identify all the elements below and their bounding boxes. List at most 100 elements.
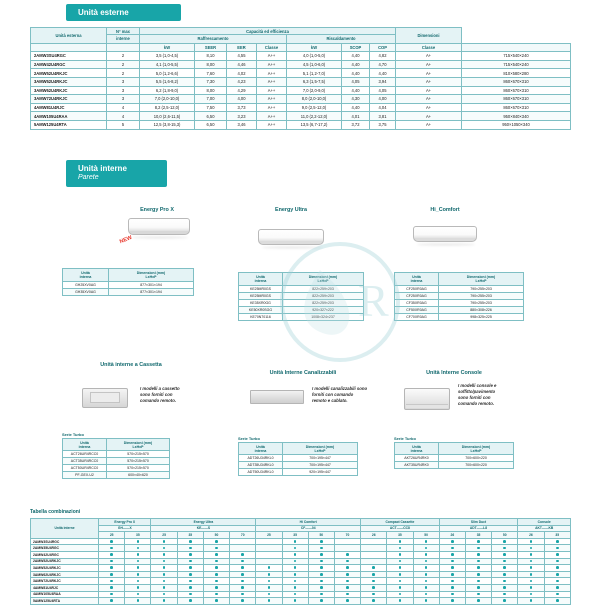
table-row: 4AMW81U4RJC — [29, 583, 572, 592]
th-eer: EER — [226, 42, 257, 53]
compatible-dot-icon — [424, 539, 428, 543]
comb-cell — [98, 537, 126, 546]
th-unita-interne: Unità interne — [29, 518, 100, 539]
outdoor-cell: 5 — [106, 119, 140, 130]
unit-vane-3 — [415, 238, 475, 241]
outdoor-cell: A+ — [395, 51, 462, 61]
comb-cell — [333, 564, 362, 572]
compatible-dot-icon — [398, 553, 402, 556]
compatible-dot-icon — [320, 566, 323, 569]
comb-cell — [543, 544, 572, 552]
compatible-dot-icon — [529, 586, 533, 589]
comb-cell — [255, 544, 283, 552]
th-group-code: CF——04 — [255, 524, 362, 533]
table-header-row-2: GH——X KE——S CF——04 ACT——CC8 ADT——L8 AKT——KB — [31, 524, 571, 533]
compatible-dot-icon — [503, 586, 507, 589]
table-row: KE70N70116 1008×324×237 — [238, 313, 364, 321]
compatible-dot-icon — [372, 572, 375, 576]
comb-cell — [150, 550, 178, 559]
comb-cell — [229, 590, 257, 599]
compatible-dot-icon — [555, 579, 559, 583]
outdoor-cell: 860×670×310 — [461, 102, 571, 113]
comb-model: 2AMW52U4RKJC — [29, 557, 100, 566]
compatible-dot-icon — [320, 572, 323, 576]
table-row: ADT50U34RKL0 920×195×447 — [238, 468, 358, 476]
table-row: ACT50UR4RCC0 570×215×570 — [62, 464, 170, 472]
comb-model: 4AMW81U4RJC — [29, 583, 100, 592]
comb-cell — [281, 570, 309, 579]
th-size: 35 — [281, 531, 309, 539]
comb-cell — [255, 583, 283, 592]
comb-cell — [281, 544, 309, 552]
comb-cell — [202, 583, 231, 592]
compatible-dot-icon — [424, 572, 428, 576]
outdoor-cell: 4,40 — [369, 68, 396, 78]
outdoor-cell: 3,23 — [226, 111, 257, 121]
combination-table-title: Tabella combinazioni — [30, 509, 81, 515]
th-group: Hi Comfort — [255, 518, 362, 526]
table-row: KE25MR0GS 822×259×203 — [238, 285, 364, 293]
compatible-dot-icon — [162, 579, 166, 583]
panel-title-energy-ultra: Energy Ultra — [274, 207, 308, 213]
comb-cell — [229, 597, 257, 605]
compatible-dot-icon — [293, 559, 297, 563]
outdoor-model: 4AMW81U4RJC — [30, 102, 107, 113]
compatible-dot-icon — [424, 553, 428, 556]
comb-cell — [464, 564, 493, 572]
comb-cell — [150, 597, 178, 605]
panel-title-energy-pro-x: Energy Pro X — [140, 207, 174, 213]
compatible-dot-icon — [241, 559, 244, 563]
compatible-dot-icon — [241, 592, 244, 596]
table-row: AKT35UR4RK0 700×600×220 — [394, 461, 514, 469]
comb-cell — [386, 564, 414, 572]
comb-cell — [491, 570, 519, 579]
compatible-dot-icon — [529, 539, 533, 543]
compatible-dot-icon — [241, 572, 244, 576]
spec-cell: 822×259×203 — [282, 292, 364, 300]
comb-cell — [517, 550, 545, 559]
compatible-dot-icon — [503, 546, 507, 550]
th-dim-duct: Dimensioni (mm) LxHxP — [282, 442, 358, 455]
th-size: 50 — [202, 531, 231, 539]
outdoor-cell: 7,0 (2,0-10,0) — [139, 94, 195, 104]
wall-table-energy-pro-x: Unità interna Dimensioni (mm) LxHxP GH25XV… — [62, 268, 194, 296]
compatible-dot-icon — [451, 579, 454, 583]
th-nmax-sub: interne — [106, 34, 140, 44]
th-size: 35 — [124, 531, 152, 539]
outdoor-table-body: 2AMW3SU4RGC 2 3,5 (1,0-4,5) 8,10 4,55 A++ 4,0 … — [30, 51, 571, 130]
compatible-dot-icon — [555, 553, 559, 556]
comb-cell — [386, 537, 414, 546]
outdoor-cell: 4,5 (1,0-6,0) — [286, 59, 342, 70]
comb-cell — [517, 597, 545, 605]
comb-cell — [307, 577, 335, 585]
comb-cell — [98, 564, 126, 572]
spec-cell: KE25MR0GS — [238, 292, 283, 300]
comb-cell — [307, 570, 335, 579]
compatible-dot-icon — [162, 546, 166, 550]
comb-cell — [438, 550, 466, 559]
compatible-dot-icon — [320, 546, 323, 550]
spec-cell: AKT26UR4RK0 — [394, 454, 439, 462]
comb-cell — [176, 544, 204, 552]
comb-cell — [202, 537, 231, 546]
outdoor-cell: 4,30 — [341, 94, 370, 104]
duct-table-body: ADT26U34RKL0 700×195×447 ADT35U34RKL0 700×1… — [238, 454, 358, 476]
comb-cell — [307, 550, 335, 559]
comb-cell — [150, 564, 178, 572]
compatible-dot-icon — [346, 559, 349, 563]
table-row: 2AMW3SU4RGC — [29, 537, 572, 546]
spec-cell: 822×259×203 — [282, 285, 364, 293]
th-cop: COP — [369, 42, 396, 53]
outdoor-cell: 4,01 — [341, 111, 370, 121]
compatible-dot-icon — [136, 559, 140, 563]
outdoor-cell: 4,70 — [369, 59, 396, 70]
compatible-dot-icon — [293, 579, 297, 583]
comb-cell — [307, 537, 335, 546]
compatible-dot-icon — [320, 553, 323, 556]
spec-cell: 570×215×570 — [106, 450, 170, 458]
outdoor-cell: 4,00 — [369, 94, 396, 104]
compatible-dot-icon — [451, 553, 454, 556]
comb-cell — [150, 590, 178, 599]
compatible-dot-icon — [136, 553, 140, 556]
th-cooling: Raffrescamento — [139, 34, 287, 44]
